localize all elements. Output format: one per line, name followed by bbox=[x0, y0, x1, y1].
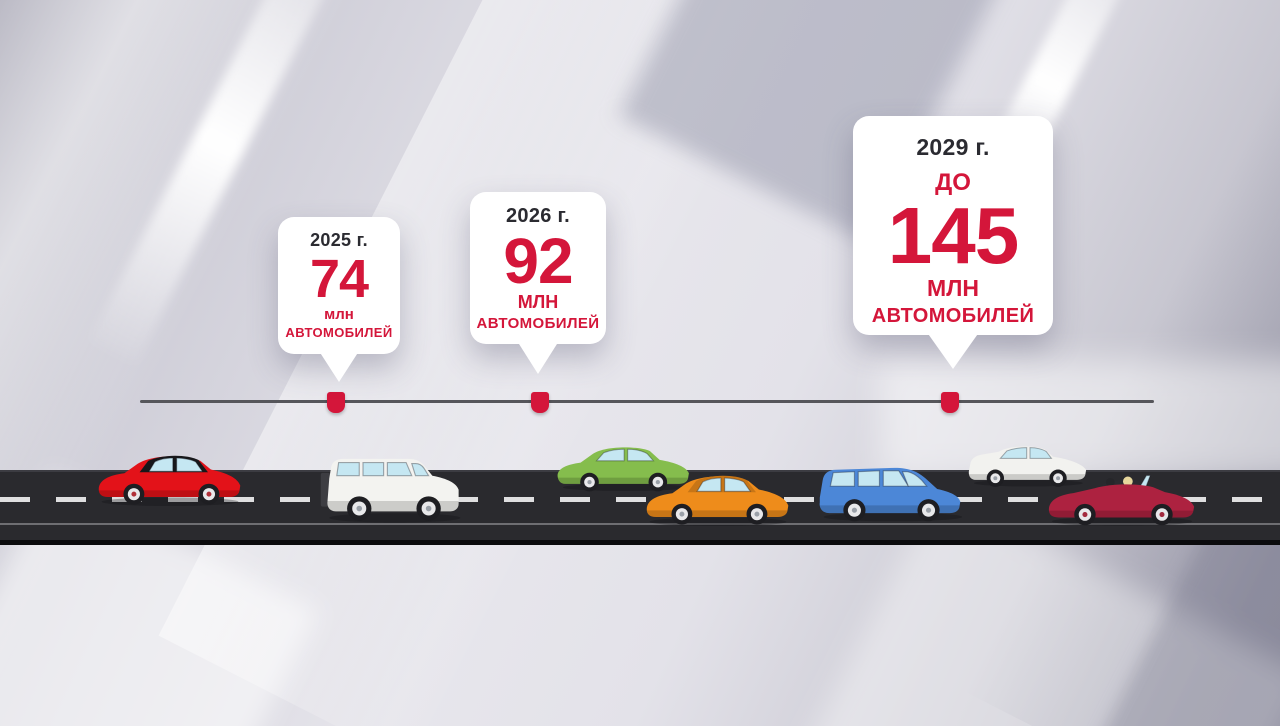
callout-2025-year: 2025 г. bbox=[310, 230, 368, 250]
red-sports-car bbox=[98, 455, 241, 507]
lane-center-dashes bbox=[0, 497, 1280, 502]
callout-2025-value: 74 bbox=[309, 249, 369, 309]
timeline-marker-2025 bbox=[327, 392, 345, 413]
green-sedan-car bbox=[557, 447, 689, 492]
callout-2026-year: 2026 г. bbox=[505, 205, 571, 227]
callout-2029: 2029 г. ДО 145 МЛН АВТОМОБИЛЕЙ bbox=[853, 116, 1053, 369]
callout-2029-unit-word: АВТОМОБИЛЕЙ bbox=[871, 304, 1035, 327]
callout-2029-value: 145 bbox=[887, 191, 1019, 280]
callout-2025: 2025 г. 74 млн АВТОМОБИЛЕЙ bbox=[278, 217, 400, 382]
timeline-marker-2029 bbox=[941, 392, 959, 413]
callout-2029-year: 2029 г. bbox=[916, 134, 990, 160]
bg-band bbox=[158, 0, 942, 726]
callout-2026-value: 92 bbox=[503, 225, 573, 297]
orange-coupe-car bbox=[646, 475, 789, 527]
callout-2026-unit: МЛН bbox=[517, 291, 559, 312]
callout-2025-unit-word: АВТОМОБИЛЕЙ bbox=[285, 325, 393, 341]
dark-red-roadster-car bbox=[1048, 474, 1195, 526]
timeline-marker-2026 bbox=[531, 392, 549, 413]
callout-2026: 2026 г. 92 МЛН АВТОМОБИЛЕЙ bbox=[470, 192, 606, 374]
callout-2026-unit-word: АВТОМОБИЛЕЙ bbox=[476, 314, 600, 332]
white-suv-car bbox=[320, 458, 461, 523]
timeline-axis bbox=[140, 400, 1154, 403]
callout-tail bbox=[319, 352, 359, 382]
callout-2029-unit: МЛН bbox=[927, 274, 979, 301]
bg-light-patch bbox=[880, 360, 1280, 480]
blue-minivan-car bbox=[819, 467, 963, 522]
callout-tail bbox=[517, 342, 559, 374]
callout-2025-unit: млн bbox=[324, 306, 354, 324]
lane-edge-line bbox=[0, 523, 1280, 525]
